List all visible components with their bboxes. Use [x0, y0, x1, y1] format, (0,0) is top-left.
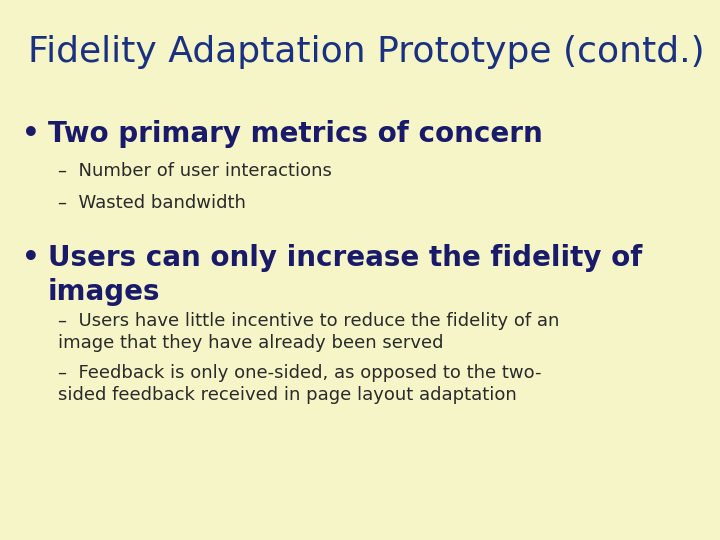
Text: Fidelity Adaptation Prototype (contd.): Fidelity Adaptation Prototype (contd.)	[28, 35, 705, 69]
Text: Two primary metrics of concern: Two primary metrics of concern	[48, 120, 543, 148]
Text: –  Wasted bandwidth: – Wasted bandwidth	[58, 194, 246, 212]
Text: •: •	[22, 120, 40, 148]
Text: –  Number of user interactions: – Number of user interactions	[58, 162, 332, 180]
Text: –  Feedback is only one-sided, as opposed to the two-
sided feedback received in: – Feedback is only one-sided, as opposed…	[58, 364, 541, 404]
Text: –  Users have little incentive to reduce the fidelity of an
image that they have: – Users have little incentive to reduce …	[58, 312, 559, 352]
Text: Users can only increase the fidelity of
images: Users can only increase the fidelity of …	[48, 244, 642, 306]
Text: •: •	[22, 244, 40, 272]
